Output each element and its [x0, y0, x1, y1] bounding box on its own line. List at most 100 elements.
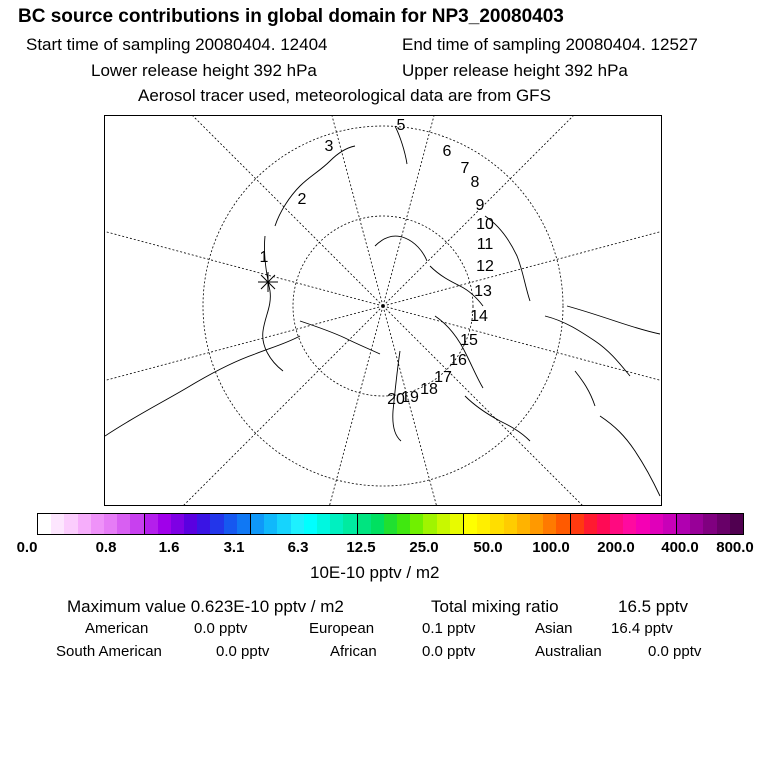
colorbar-cell	[157, 514, 171, 534]
trajectory-label: 20	[387, 391, 405, 408]
colorbar-cell	[90, 514, 104, 534]
colorbar-cell	[690, 514, 704, 534]
start-time-label: Start time of sampling 20080404. 12404	[26, 35, 328, 54]
colorbar-tick-label: 1.6	[158, 539, 180, 556]
coastline-greenland	[392, 350, 402, 442]
coastline-japan	[574, 370, 596, 407]
colorbar-cell	[51, 514, 65, 534]
trajectory-label: 14	[470, 308, 488, 325]
colorbar-cell	[570, 514, 584, 534]
south-american-value: 0.0 pptv	[216, 643, 270, 660]
trajectory-label: 15	[460, 332, 478, 349]
colorbar-cell	[410, 514, 424, 534]
meridian-line	[105, 305, 384, 381]
american-label: American	[85, 620, 149, 637]
colorbar-tick-label: 50.0	[473, 539, 503, 556]
colorbar-tick-label: 0.8	[95, 539, 117, 556]
trajectory-label: 3	[324, 138, 334, 155]
colorbar-cell	[64, 514, 78, 534]
colorbar-cell	[236, 514, 251, 534]
colorbar-tick-label: 0.0	[16, 539, 38, 556]
trajectory-label: 2	[297, 191, 307, 208]
trajectory-label: 13	[474, 283, 492, 300]
coastline-canada-west	[262, 235, 284, 372]
african-label: African	[330, 643, 377, 660]
colorbar-tick-label: 25.0	[409, 539, 439, 556]
colorbar-cell	[716, 514, 730, 534]
colorbar-cell	[357, 514, 371, 534]
colorbar-cell	[662, 514, 677, 534]
colorbar-cell	[596, 514, 611, 534]
colorbar-cell	[703, 514, 717, 534]
map-graticule	[105, 116, 661, 505]
colorbar-tick-label: 400.0	[661, 539, 699, 556]
colorbar-cell	[103, 514, 118, 534]
coastline-mediterranean	[464, 395, 531, 442]
meridian-line	[382, 305, 661, 381]
american-value: 0.0 pptv	[194, 620, 248, 637]
trajectory-label: 16	[449, 352, 467, 369]
colorbar-cell	[677, 514, 691, 534]
trajectory-label: 10	[476, 216, 494, 233]
maximum-value: Maximum value 0.623E-10 pptv / m2	[67, 597, 344, 616]
european-label: European	[309, 620, 375, 637]
meridian-lines	[105, 116, 661, 505]
colorbar-units: 10E-10 pptv / m2	[310, 563, 440, 582]
coastline-asia	[544, 315, 631, 377]
colorbar-cell	[449, 514, 464, 534]
trajectory-label: 11	[476, 236, 494, 253]
colorbar-cell	[144, 514, 158, 534]
colorbar-cell	[636, 514, 650, 534]
colorbar-cell	[343, 514, 358, 534]
colorbar-cell	[290, 514, 304, 534]
coastline-europe	[434, 315, 484, 389]
colorbar-cell	[251, 514, 265, 534]
colorbar-cell	[529, 514, 544, 534]
colorbar-cell	[556, 514, 571, 534]
colorbar-cell	[490, 514, 504, 534]
colorbar-tick-label: 800.0	[716, 539, 754, 556]
trajectory-label: 12	[476, 258, 494, 275]
trajectory-label: 1	[259, 249, 269, 266]
upper-height-label: Upper release height 392 hPa	[402, 61, 628, 80]
coastlines	[105, 125, 661, 497]
total-mixing-ratio-value: 16.5 pptv	[618, 597, 688, 616]
australian-label: Australian	[535, 643, 602, 660]
colorbar-cell	[503, 514, 517, 534]
meridian-line	[329, 305, 384, 505]
european-value: 0.1 pptv	[422, 620, 476, 637]
colorbar-cell	[370, 514, 384, 534]
colorbar-cell	[729, 514, 743, 534]
colorbar-tick-label: 200.0	[597, 539, 635, 556]
coastline-north-pacific	[394, 125, 408, 165]
colorbar-cell	[543, 514, 557, 534]
trajectory-label: 5	[396, 117, 406, 134]
trajectory-start-marker	[258, 272, 278, 292]
colorbar-cell	[223, 514, 237, 534]
colorbar-tick-label: 100.0	[532, 539, 570, 556]
meridian-line	[105, 231, 384, 307]
total-mixing-ratio-label: Total mixing ratio	[431, 597, 559, 616]
colorbar-cell	[303, 514, 317, 534]
colorbar-cell	[170, 514, 185, 534]
tracer-note: Aerosol tracer used, meteorological data…	[138, 86, 551, 105]
african-value: 0.0 pptv	[422, 643, 476, 660]
south-american-label: South American	[56, 643, 162, 660]
colorbar-tick-label: 3.1	[223, 539, 245, 556]
colorbar-cell	[316, 514, 331, 534]
colorbar-tick-label: 6.3	[287, 539, 309, 556]
colorbar-cell	[477, 514, 491, 534]
australian-value: 0.0 pptv	[648, 643, 702, 660]
trajectory-label: 7	[460, 160, 470, 177]
colorbar-cell	[277, 514, 291, 534]
colorbar-cell	[130, 514, 145, 534]
colorbar-cell	[610, 514, 624, 534]
colorbar-cell	[649, 514, 663, 534]
colorbar-cell	[464, 514, 478, 534]
trajectory-label: 19	[401, 389, 419, 406]
trajectory-label: 6	[442, 143, 452, 160]
asian-value: 16.4 pptv	[611, 620, 673, 637]
meridian-line	[382, 231, 661, 307]
colorbar-cell	[397, 514, 411, 534]
coastline-east-asia	[566, 305, 661, 335]
